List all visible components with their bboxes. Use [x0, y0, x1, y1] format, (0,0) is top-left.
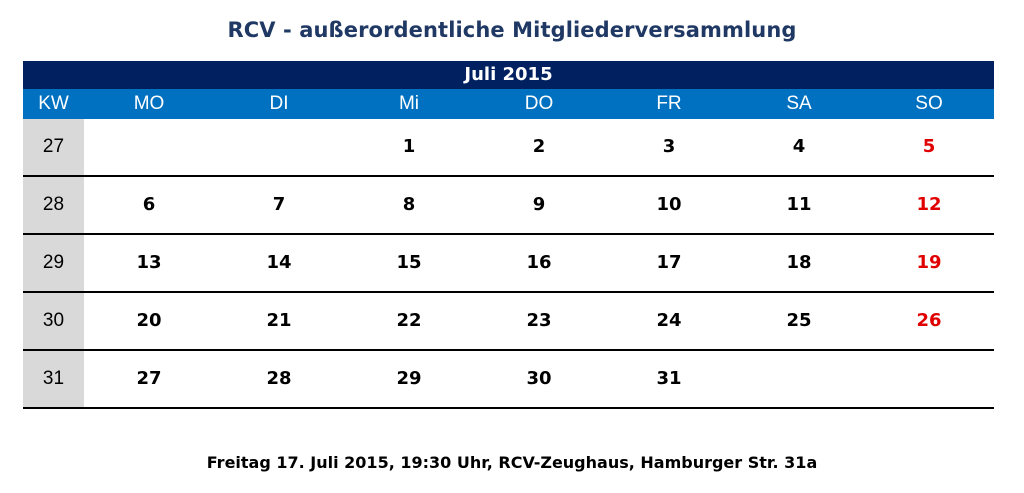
sunday-cell: 12 — [916, 194, 942, 215]
weekday-header-fr: FR — [656, 93, 682, 114]
week-number-cell: 30 — [23, 293, 84, 349]
day-cell: 8 — [402, 194, 416, 215]
day-cell: 29 — [396, 368, 422, 389]
day-cell: 20 — [136, 310, 162, 331]
day-cell: 24 — [656, 310, 682, 331]
page-title: RCV - außerordentliche Mitgliederversamm… — [227, 18, 797, 42]
sunday-cell — [864, 351, 994, 407]
weekday-header-row: KW MO DI Mi DO FR SA SO — [23, 89, 994, 119]
month-header: Juli 2015 — [23, 61, 994, 89]
week-number-cell: 27 — [23, 119, 84, 175]
day-cell: 13 — [136, 252, 162, 273]
day-cell: 7 — [272, 194, 286, 215]
week-row: 30 20 21 22 23 24 25 26 — [23, 293, 994, 351]
day-cell — [214, 119, 344, 175]
day-cell: 25 — [786, 310, 812, 331]
day-cell: 11 — [786, 194, 812, 215]
day-cell: 15 — [396, 252, 422, 273]
day-cell: 22 — [396, 310, 422, 331]
day-cell: 31 — [656, 368, 682, 389]
day-cell — [84, 119, 214, 175]
day-cell: 1 — [402, 136, 416, 157]
kw-header: KW — [38, 93, 69, 114]
day-cell: 18 — [786, 252, 812, 273]
day-cell: 21 — [266, 310, 292, 331]
week-row: 28 6 7 8 9 10 11 12 — [23, 177, 994, 235]
weekday-header-di: DI — [269, 93, 289, 114]
day-cell: 27 — [136, 368, 162, 389]
day-cell: 23 — [526, 310, 552, 331]
day-cell: 6 — [142, 194, 156, 215]
weekday-header-mo: MO — [133, 93, 165, 114]
day-cell — [734, 351, 864, 407]
sunday-cell: 5 — [922, 136, 936, 157]
sunday-cell: 19 — [916, 252, 942, 273]
event-details: Freitag 17. Juli 2015, 19:30 Uhr, RCV-Ze… — [206, 453, 818, 472]
weekday-header-sa: SA — [786, 93, 812, 114]
day-cell: 14 — [266, 252, 292, 273]
day-cell: 10 — [656, 194, 682, 215]
day-cell: 30 — [526, 368, 552, 389]
day-cell: 28 — [266, 368, 292, 389]
day-cell: 16 — [526, 252, 552, 273]
weekday-header-so: SO — [915, 93, 943, 114]
day-cell: 4 — [792, 136, 806, 157]
day-cell: 17 — [656, 252, 682, 273]
calendar-table: Juli 2015 KW MO DI Mi DO FR SA SO 27 1 2… — [23, 61, 994, 409]
weekday-header-mi: Mi — [398, 93, 420, 114]
week-row: 31 27 28 29 30 31 — [23, 351, 994, 409]
week-number-cell: 29 — [23, 235, 84, 291]
day-cell: 9 — [532, 194, 546, 215]
week-number-cell: 31 — [23, 351, 84, 407]
week-number-cell: 28 — [23, 177, 84, 233]
sunday-cell: 26 — [916, 310, 942, 331]
week-row: 29 13 14 15 16 17 18 19 — [23, 235, 994, 293]
day-cell: 2 — [532, 136, 546, 157]
week-row: 27 1 2 3 4 5 — [23, 119, 994, 177]
weekday-header-do: DO — [524, 93, 554, 114]
day-cell: 3 — [662, 136, 676, 157]
